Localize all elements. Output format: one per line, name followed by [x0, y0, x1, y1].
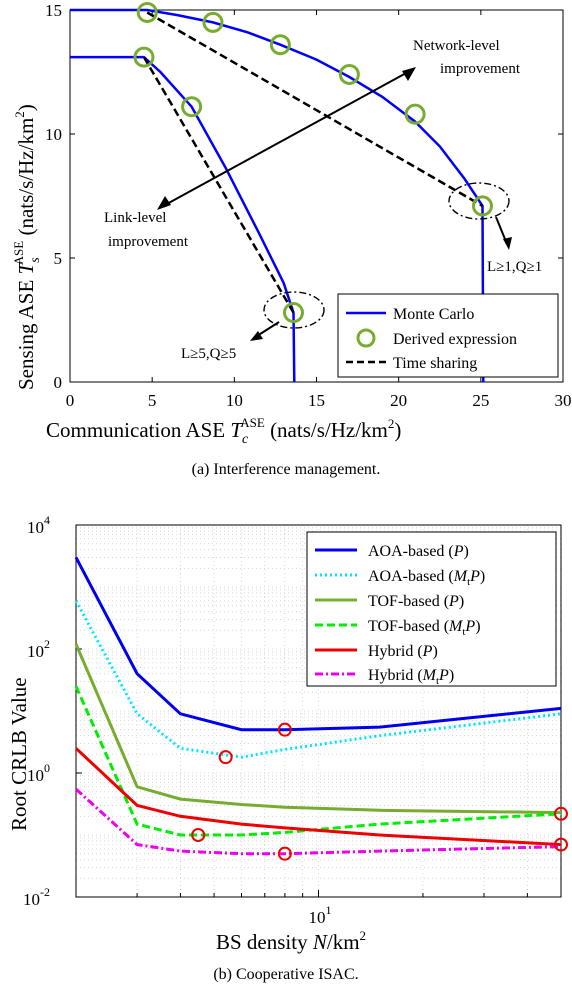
series-hybrid-p: [74, 747, 562, 847]
chart-a-annotations: [157, 67, 512, 341]
x-tick-label: 25: [472, 391, 489, 410]
y-tick-label: 0: [54, 373, 63, 392]
derived-expression-marker: [269, 34, 291, 56]
y-tick-label: 10-2: [23, 885, 50, 909]
highlight-ellipse-upper: [448, 182, 510, 220]
derived-expression-marker: [136, 1, 158, 23]
chart-a-ylabel: Sensing ASE TsASE (nats/s/Hz/km2): [11, 104, 43, 390]
chart-b-ylabel: Root CRLB Value: [7, 677, 31, 831]
annotation-network-improvement: improvement: [440, 61, 521, 77]
optimum-marker: [277, 722, 292, 737]
chart-a-axes: 0 5 10 15 20 25 30 0 5 10 15: [45, 1, 572, 410]
improvement-arrow-line: [164, 71, 409, 206]
x-tick-label: 0: [66, 391, 75, 410]
series-tof-based-p: [74, 643, 562, 815]
series-monte-carlo: [70, 8, 485, 383]
x-tick-label: 5: [148, 391, 157, 410]
x-tick-label: 20: [390, 391, 407, 410]
legend-label-time-sharing: Time sharing: [393, 355, 477, 372]
x-tick-label: 101: [309, 903, 332, 927]
legend-label-hybrid-mtp: Hybrid (MtP): [368, 667, 454, 687]
series-time-sharing: [142, 56, 295, 314]
chart-b-markers: [191, 722, 568, 861]
derived-expression-marker: [471, 195, 493, 217]
chart-b-legend: AOA-based (P) AOA-based (MtP) TOF-based …: [306, 531, 557, 687]
legend-label-hybrid-p: Hybrid (P): [368, 643, 438, 660]
highlight-ellipse-lower: [263, 291, 325, 329]
chart-a-caption: (a) Interference management.: [192, 461, 381, 478]
improvement-arrow-head-up: [402, 67, 416, 81]
derived-expression-marker: [181, 96, 203, 118]
series-aoa-based-p: [74, 556, 562, 732]
y-tick-label: 5: [54, 249, 63, 268]
x-tick-label: 30: [555, 391, 572, 410]
annotation-lower-condition: L≥5,Q≥5: [181, 346, 236, 362]
y-tick-label: 100: [27, 761, 50, 785]
y-tick-label: 15: [45, 1, 62, 20]
derived-expression-marker: [133, 46, 155, 68]
legend-label-tof-mtp: TOF-based (MtP): [368, 618, 481, 638]
legend-label-derived: Derived expression: [393, 331, 517, 348]
y-tick-label: 102: [27, 637, 50, 661]
derived-expression-marker: [338, 63, 360, 85]
legend-label-aoa-p: AOA-based (P): [368, 543, 469, 560]
x-tick-label: 10: [226, 391, 243, 410]
legend-swatch-derived: [356, 328, 376, 348]
improvement-arrow-head-down: [157, 196, 171, 210]
chart-a-legend: Monte Carlo Derived expression Time shar…: [337, 293, 559, 378]
optimum-marker: [554, 837, 568, 852]
y-tick-label: 104: [27, 513, 50, 537]
chart-b-series: [74, 556, 562, 856]
optimum-marker: [277, 846, 292, 861]
optimum-marker: [554, 806, 568, 821]
chart-a: 0 5 10 15 20 25 30 0 5 10 15 Network-level improve…: [11, 1, 572, 478]
annotation-link-improvement: improvement: [108, 234, 189, 250]
annotation-upper-condition: L≥1,Q≥1: [487, 259, 542, 275]
series-time-sharing: [146, 11, 484, 207]
derived-expression-marker: [404, 103, 426, 125]
pointer-arrow-lower-head: [250, 331, 263, 341]
chart-a-xlabel: Communication ASE TcASE (nats/s/Hz/km2): [46, 415, 401, 447]
optimum-marker: [191, 828, 206, 842]
series-aoa-based-mtp: [74, 600, 562, 759]
derived-expression-marker: [202, 11, 224, 33]
x-tick-label: 15: [308, 391, 325, 410]
legend-label-aoa-mtp: AOA-based (MtP): [368, 568, 485, 588]
chart-b-xlabel: BS density N/km2: [216, 928, 366, 954]
chart-b: 10-2 100 102 104 101 AOA-based (P) AOA-based…: [7, 513, 568, 983]
chart-b-caption: (b) Cooperative ISAC.: [213, 966, 358, 983]
pointer-arrow-upper-head: [503, 237, 512, 250]
annotation-link-level: Link-level: [104, 210, 166, 226]
y-tick-label: 10: [45, 125, 62, 144]
series-hybrid-mtp: [74, 787, 562, 856]
legend-box: [306, 531, 557, 687]
legend-label-tof-p: TOF-based (P): [368, 593, 464, 610]
legend-label-monte-carlo: Monte Carlo: [393, 306, 474, 323]
derived-expression-marker: [282, 302, 304, 324]
annotation-network-level: Network-level: [413, 38, 500, 54]
chart-a-markers: [133, 1, 493, 324]
series-tof-based-mtp: [74, 685, 562, 837]
optimum-marker: [218, 750, 233, 765]
pointer-arrow-lower: [256, 321, 280, 337]
